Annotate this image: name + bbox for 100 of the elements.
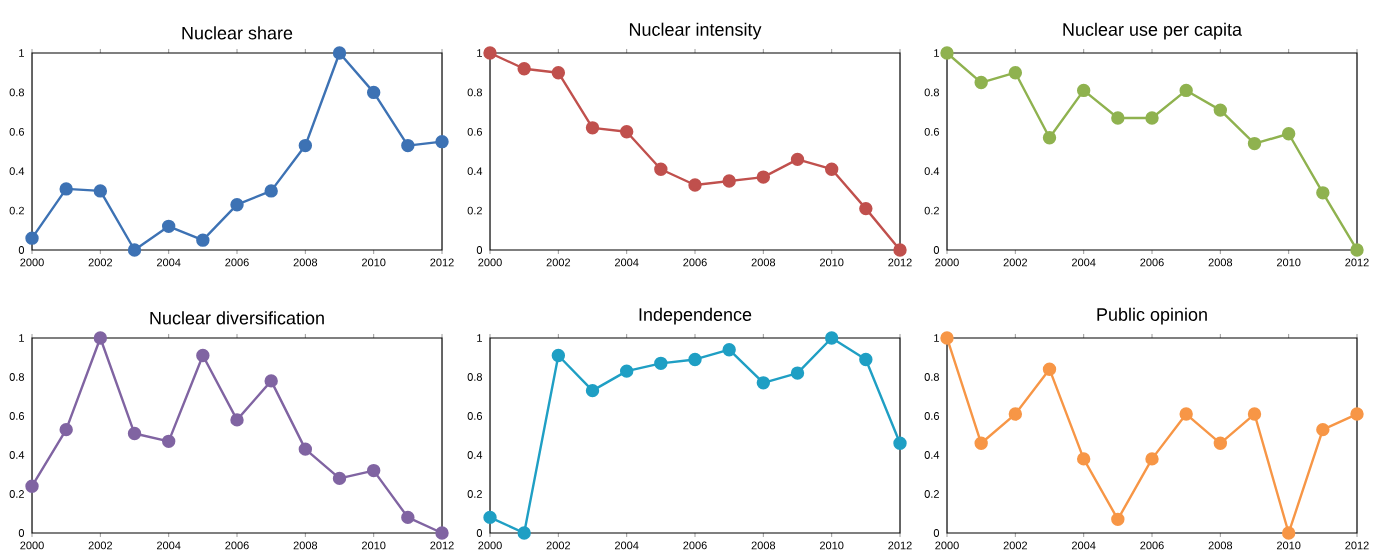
point [1008,407,1023,421]
y-tick-label: 0.6 [467,412,482,420]
y-tick-label: 0.8 [924,373,939,381]
point [722,174,736,188]
y-tick-label: 0 [18,246,25,254]
chart-title: Nuclear diversification [150,311,324,325]
point [974,436,988,450]
point [196,233,210,247]
point [1350,407,1364,421]
x-tick-label: 2010 [819,541,844,550]
x-tick-label: 2008 [293,541,318,550]
y-tick-label: 1 [477,49,482,57]
point [859,352,873,367]
y-tick-label: 0.4 [9,167,25,176]
point [1008,65,1023,80]
x-tick-label: 2004 [1071,258,1096,267]
y-tick-label: 1 [477,334,482,342]
point [1076,83,1091,98]
y-tick-label: 0.8 [467,88,482,97]
point [1179,407,1193,421]
point [127,426,142,441]
x-tick-label: 2012 [430,541,454,550]
point [1213,436,1228,450]
x-tick-label: 2006 [683,541,707,550]
x-tick-label: 2006 [1140,541,1164,550]
x-tick-label: 2012 [430,258,454,267]
point [517,526,531,540]
x-tick-label: 2000 [20,541,44,550]
chart-title: Independence [639,307,752,325]
point [619,125,634,139]
x-tick-label: 2010 [361,258,386,267]
x-tick-label: 2000 [20,258,44,267]
y-tick-label: 0.4 [467,167,483,176]
point [1316,422,1330,437]
point [893,243,907,257]
point [196,348,210,363]
y-tick-label: 0.2 [9,206,24,215]
point [688,352,702,367]
y-tick-label: 1 [19,49,24,57]
point [1247,136,1262,151]
point [59,182,73,196]
point [619,364,634,378]
point [1281,526,1296,540]
x-tick-label: 2012 [1345,258,1369,267]
x-tick-label: 2000 [935,541,959,550]
point [1145,111,1159,125]
y-tick-label: 0.2 [924,206,939,215]
y-tick-label: 0.2 [467,490,482,498]
point [1247,407,1262,421]
x-tick-label: 2002 [546,541,571,550]
point [824,331,839,345]
y-tick-label: 0 [476,246,483,254]
y-tick-label: 0.8 [924,88,939,97]
point [551,65,566,80]
x-tick-label: 2012 [888,541,912,550]
x-tick-label: 2002 [88,258,113,267]
point [1111,111,1125,125]
point [517,62,531,76]
y-tick-label: 0 [933,529,940,537]
point [230,413,244,427]
point [974,75,988,90]
point [688,178,702,192]
point [893,436,907,450]
chart-title: Nuclear share [182,26,293,40]
x-tick-label: 2008 [293,258,318,267]
x-tick-label: 2006 [1140,258,1164,267]
x-tick-label: 2010 [1276,541,1301,550]
y-tick-label: 1 [934,334,939,342]
chart-title: Nuclear intensity [629,22,762,40]
point [722,342,736,357]
point [654,162,668,176]
point [1076,452,1091,466]
x-tick-label: 2002 [1003,258,1028,267]
y-tick-label: 0.6 [467,127,482,136]
x-tick-label: 2000 [935,258,959,267]
point [859,201,873,216]
point [1145,452,1159,466]
point [298,138,313,153]
x-tick-label: 2010 [1276,258,1301,267]
x-tick-label: 2004 [1071,541,1096,550]
point [401,138,415,153]
point [25,479,39,493]
x-tick-label: 2010 [819,258,844,267]
y-tick-label: 0 [18,529,25,537]
x-tick-label: 2006 [683,258,707,267]
x-tick-label: 2008 [1208,258,1233,267]
y-tick-label: 0.8 [9,88,24,97]
x-tick-label: 2004 [157,541,181,550]
point [1042,362,1057,376]
y-tick-label: 1 [19,334,24,342]
point [585,383,600,398]
point [483,46,497,60]
point [366,85,381,100]
y-tick-label: 0 [476,529,483,537]
y-tick-label: 0.4 [467,451,483,459]
point [25,231,39,245]
x-tick-label: 2002 [546,258,571,267]
y-tick-label: 0.6 [924,412,939,420]
y-tick-label: 0 [933,246,940,254]
point [332,471,347,486]
